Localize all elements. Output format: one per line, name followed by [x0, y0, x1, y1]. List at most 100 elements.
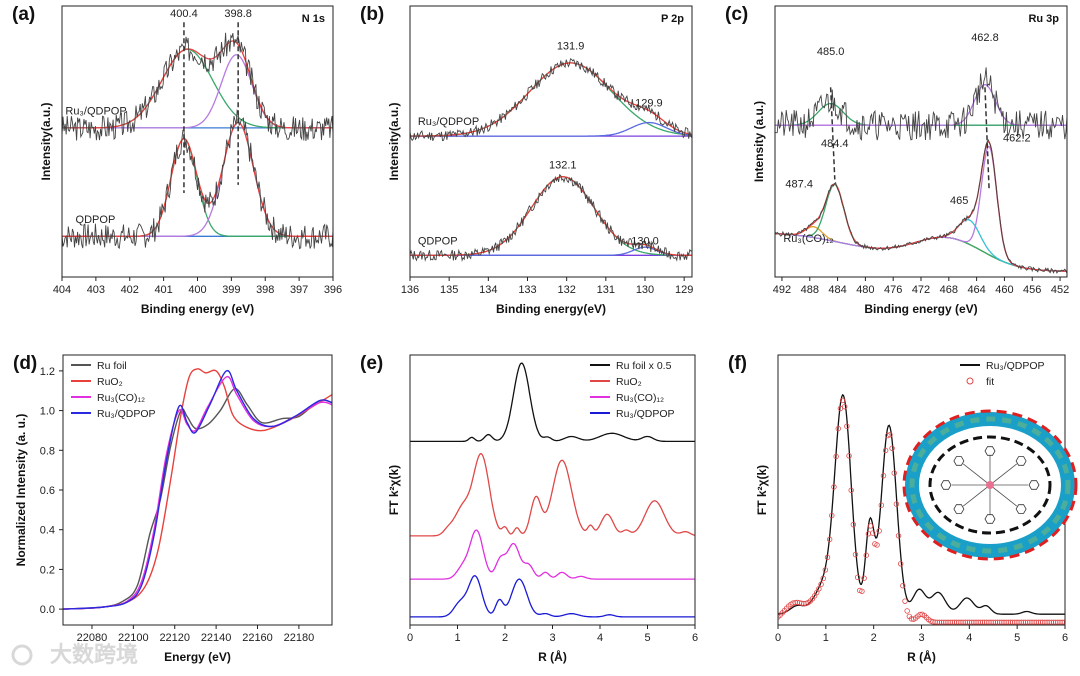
chart-title: P 2p [661, 13, 684, 25]
y-tick-label: 0.0 [40, 604, 55, 616]
panel-a: (a) 404 403 402 401 400 399 398 397 396 Binding en… [12, 4, 342, 316]
annotation: 398.8 [224, 8, 252, 20]
x-axis-label: Binding energy(eV) [496, 302, 606, 316]
x-tick-label: 397 [290, 284, 308, 296]
panel-b: (b) 136 135 134 133 132 131 130 129 Binding energ… [360, 4, 693, 316]
x-tick-label: 130 [636, 284, 654, 296]
y-tick-label: 1.2 [40, 366, 55, 378]
x-tick-label: 3 [549, 632, 555, 644]
x-tick-label: 22180 [284, 632, 315, 644]
series-line-3 [63, 370, 332, 610]
fit-point [889, 445, 895, 451]
series-line-0 [778, 393, 1065, 615]
annotation: 487.4 [785, 179, 813, 191]
fit-point [824, 554, 831, 561]
x-tick-label: 22080 [77, 632, 108, 644]
x-tick-label: 135 [440, 284, 458, 296]
series-line-1 [775, 102, 1067, 126]
x-axis-label: Energy (eV) [164, 650, 231, 664]
fit-point [829, 512, 835, 519]
x-tick-label: 4 [597, 632, 603, 644]
series-line-1 [63, 368, 332, 610]
panel-f: (f) 0 1 2 3 4 5 6 R (Å) FT k²χ(k) Ru₃/QDPOP fit [728, 353, 1068, 664]
series-line-6 [775, 183, 1067, 272]
x-tick-label: 452 [1051, 284, 1069, 296]
fit-point [874, 542, 880, 548]
bond [989, 484, 1018, 507]
fit-point [820, 575, 826, 582]
bond [989, 463, 1018, 486]
watermark: 大数跨境 [50, 642, 138, 667]
series-line-3 [775, 67, 1067, 141]
y-axis-label: Intensity(a.u.) [387, 102, 401, 180]
x-tick-label: 480 [856, 284, 874, 296]
phenyl-ring [984, 446, 996, 456]
watermark-logo-icon [11, 644, 33, 666]
x-tick-label: 6 [1062, 632, 1068, 644]
fit-point [891, 470, 897, 476]
x-tick-label: 0 [775, 632, 781, 644]
fit-point [867, 523, 874, 529]
series-line-8 [410, 176, 692, 256]
legend-label: RuO₂ [616, 376, 642, 388]
x-axis-label: Binding energy (eV) [141, 302, 254, 316]
ru-atom [986, 481, 994, 489]
fit-point [848, 487, 854, 493]
x-tick-label: 400 [188, 284, 206, 296]
panel-label: (b) [360, 4, 384, 25]
series-line-0 [410, 362, 695, 443]
phenyl-ring [984, 514, 996, 524]
x-tick-label: 133 [518, 284, 536, 296]
fit-point [816, 586, 822, 592]
x-tick-label: 129 [675, 284, 693, 296]
x-tick-label: 404 [53, 284, 71, 296]
phenyl-ring [1015, 504, 1027, 514]
x-tick-label: 468 [940, 284, 958, 296]
panel-e: (e) 0 1 2 3 4 5 6 R (Å) FT k²χ(k) Ru foil x 0.5 RuO… [360, 353, 698, 664]
x-axis-label: R (Å) [538, 649, 567, 664]
annotation: 465 [950, 195, 968, 207]
x-tick-label: 134 [479, 284, 497, 296]
y-tick-label: 0.6 [40, 485, 55, 497]
chart-title: Ru 3p [1028, 13, 1059, 25]
y-tick-label: 0.4 [40, 525, 55, 537]
fit-point [850, 521, 857, 528]
x-tick-label: 5 [644, 632, 650, 644]
x-tick-label: 131 [597, 284, 615, 296]
x-tick-label: 492 [773, 284, 791, 296]
annotation: Ru₃/QDPOP [418, 116, 479, 128]
x-tick-label: 22120 [159, 632, 190, 644]
x-tick-label: 460 [995, 284, 1013, 296]
x-tick-label: 403 [87, 284, 105, 296]
x-tick-label: 484 [828, 284, 846, 296]
fit-point [852, 551, 859, 558]
x-tick-label: 132 [557, 284, 575, 296]
y-axis-label: FT k²χ(k) [387, 465, 401, 515]
fit-point [822, 567, 829, 573]
outer-dashed-ring [902, 409, 1078, 561]
panel-d: (d) 22080 22100 22120 22140 22160 22180 0.0 0.2 0… [13, 353, 333, 664]
x-tick-label: 456 [1023, 284, 1041, 296]
x-tick-label: 472 [912, 284, 930, 296]
fit-point [861, 575, 867, 581]
fit-point [818, 581, 824, 588]
x-tick-label: 136 [401, 284, 419, 296]
x-tick-label: 401 [154, 284, 172, 296]
annotation: 131.9 [557, 40, 585, 52]
bond [962, 463, 991, 486]
axes-frame [409, 5, 693, 278]
peak-marker-line [829, 87, 836, 180]
fit-point [893, 501, 900, 507]
fit-point [846, 453, 852, 459]
fit-point [878, 502, 885, 508]
fit-point [880, 473, 887, 479]
annotation: 130.0 [631, 235, 659, 247]
series-line-9 [775, 140, 1067, 272]
panel-label: (e) [360, 353, 383, 374]
panel-label: (c) [725, 4, 748, 25]
y-tick-label: 0.2 [40, 564, 55, 576]
fit-point [826, 536, 833, 543]
legend-label: Ru foil x 0.5 [616, 360, 672, 372]
y-axis-label: FT k²χ(k) [755, 465, 769, 515]
annotation: 462.8 [971, 32, 999, 44]
